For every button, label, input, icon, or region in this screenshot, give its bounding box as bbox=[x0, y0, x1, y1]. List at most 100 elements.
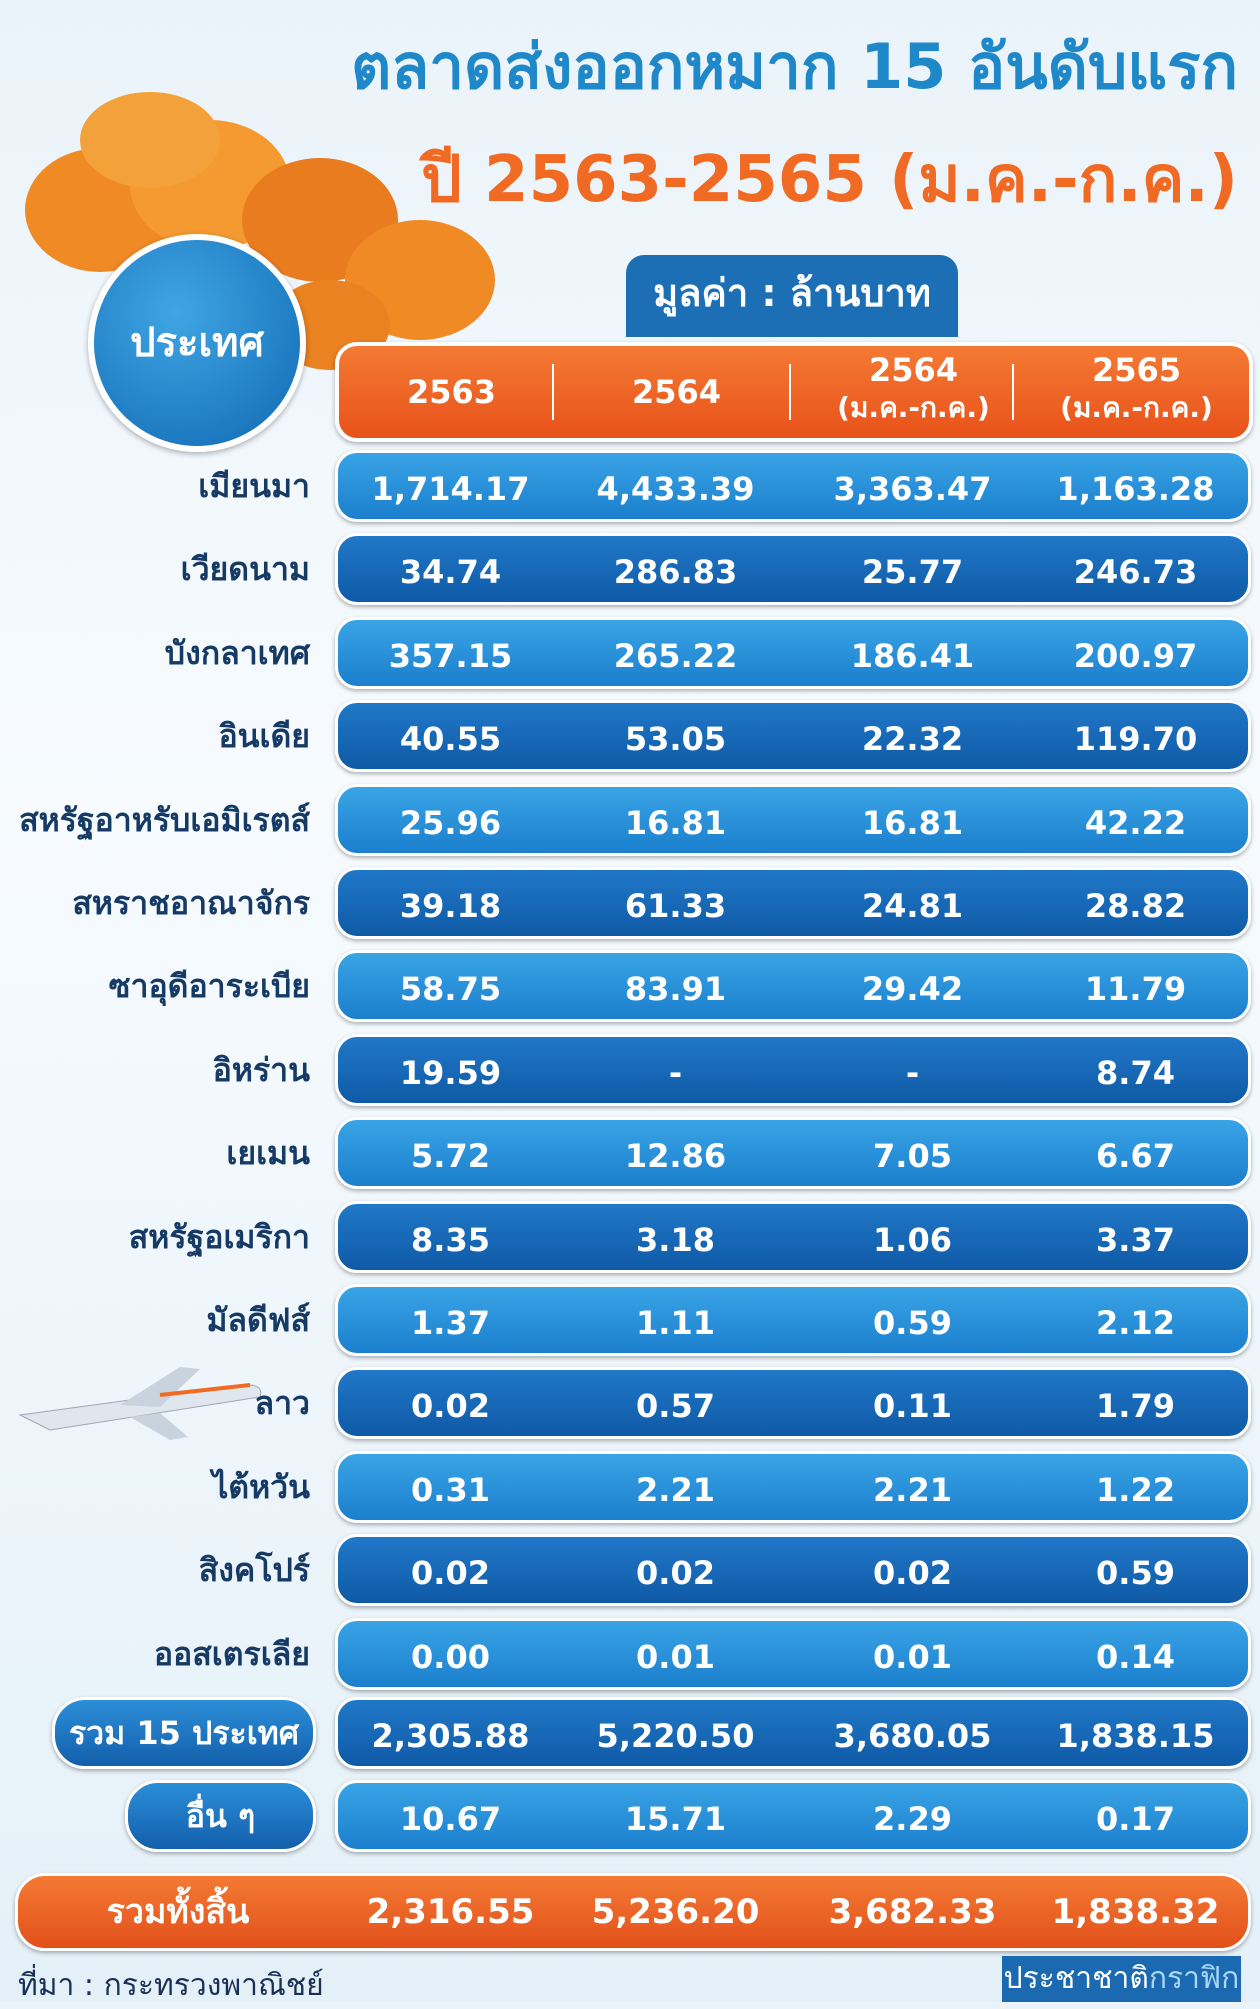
country-label: ไต้หวัน bbox=[212, 1467, 310, 1506]
value-cell: 0.02 bbox=[636, 1554, 715, 1593]
grand-total-label: รวมทั้งสิ้น bbox=[106, 1892, 250, 1932]
value-cell: 0.02 bbox=[411, 1387, 490, 1426]
summary-label: รวม 15 ประเทศ bbox=[52, 1697, 316, 1769]
value-cell: 3.18 bbox=[636, 1220, 715, 1259]
value-cell: 58.75 bbox=[399, 970, 502, 1009]
summary-bar: 10.67 15.71 2.29 0.17 bbox=[335, 1780, 1251, 1852]
value-cell: 16.81 bbox=[861, 803, 964, 842]
row-bar: 0.02 0.57 0.11 1.79 bbox=[335, 1367, 1251, 1440]
row-bar: 5.72 12.86 7.05 6.67 bbox=[335, 1117, 1251, 1190]
summary-label: อื่น ๆ bbox=[125, 1780, 316, 1852]
row-bar: 40.55 53.05 22.32 119.70 bbox=[335, 700, 1251, 773]
subtitle: ปี 2563-2565 (ม.ค.-ก.ค.) bbox=[421, 143, 1238, 217]
row-bar: 39.18 61.33 24.81 28.82 bbox=[335, 867, 1251, 939]
value-cell: 3,682.33 bbox=[828, 1892, 997, 1932]
source: ที่มา : กระทรวงพาณิชย์ bbox=[18, 1968, 324, 2003]
value-cell: 0.02 bbox=[411, 1554, 490, 1593]
value-cell: 5.72 bbox=[411, 1137, 490, 1176]
value-cell: 0.14 bbox=[1096, 1637, 1175, 1676]
value-cell: 2.12 bbox=[1096, 1304, 1175, 1342]
value-cell: 39.18 bbox=[399, 887, 502, 925]
column-year: 2563 bbox=[406, 373, 497, 411]
value-cell: 42.22 bbox=[1084, 803, 1187, 842]
summary-bar: 2,305.88 5,220.50 3,680.05 1,838.15 bbox=[335, 1697, 1251, 1769]
value-cell: 10.67 bbox=[399, 1800, 502, 1838]
value-cell: 2.21 bbox=[873, 1470, 952, 1509]
country-label: สหรัฐอเมริกา bbox=[128, 1217, 310, 1256]
value-cell: 5,220.50 bbox=[596, 1717, 755, 1755]
value-cell: - bbox=[905, 1053, 920, 1092]
value-cell: 2.29 bbox=[873, 1800, 952, 1838]
value-cell: 0.11 bbox=[873, 1387, 952, 1426]
column-year: 2565 bbox=[1091, 351, 1182, 389]
value-cell: 8.74 bbox=[1096, 1053, 1175, 1092]
credit: ประชาชาติกราฟิก bbox=[1002, 1956, 1241, 2002]
credit-part: ประชาชาติ bbox=[1003, 1961, 1149, 1996]
value-cell: 3.37 bbox=[1096, 1220, 1175, 1259]
value-cell: 119.70 bbox=[1073, 720, 1198, 759]
column-note: (ม.ค.-ก.ค.) bbox=[837, 391, 990, 424]
value-cell: 3,363.47 bbox=[833, 470, 992, 508]
value-cell: 265.22 bbox=[613, 636, 738, 675]
divider bbox=[789, 364, 791, 420]
corner-header: ประเทศ bbox=[88, 234, 306, 452]
value-cell: 0.00 bbox=[411, 1637, 490, 1676]
country-label: บังกลาเทศ bbox=[164, 633, 310, 672]
country-label: เมียนมา bbox=[198, 467, 310, 505]
airplane-icon bbox=[18, 1367, 262, 1440]
value-cell: 34.74 bbox=[399, 553, 502, 592]
value-cell: 0.17 bbox=[1096, 1800, 1175, 1838]
country-label: สิงคโปร์ bbox=[198, 1551, 310, 1590]
row-bar: 8.35 3.18 1.06 3.37 bbox=[335, 1200, 1251, 1273]
row-bar: 357.15 265.22 186.41 200.97 bbox=[335, 616, 1251, 689]
country-label: ลาว bbox=[254, 1384, 310, 1423]
value-cell: 12.86 bbox=[624, 1137, 727, 1176]
value-cell: 53.05 bbox=[624, 720, 727, 759]
value-cell: 200.97 bbox=[1073, 636, 1198, 675]
value-cell: 1.11 bbox=[636, 1304, 715, 1342]
value-cell: 2,316.55 bbox=[366, 1892, 535, 1932]
value-cell: 0.59 bbox=[1096, 1554, 1175, 1593]
value-cell: 1,714.17 bbox=[371, 470, 530, 508]
column-year: 2564 bbox=[868, 351, 959, 389]
value-cell: 0.57 bbox=[636, 1387, 715, 1426]
value-cell: 1.79 bbox=[1096, 1387, 1175, 1426]
row-bar: 0.00 0.01 0.01 0.14 bbox=[335, 1617, 1251, 1690]
value-cell: 15.71 bbox=[624, 1800, 727, 1838]
row-bar: 0.31 2.21 2.21 1.22 bbox=[335, 1450, 1251, 1523]
value-cell: 19.59 bbox=[399, 1053, 502, 1092]
value-cell: 40.55 bbox=[399, 720, 502, 759]
unit-tab: มูลค่า : ล้านบาท bbox=[626, 255, 958, 337]
value-cell: 0.02 bbox=[873, 1554, 952, 1593]
value-cell: 83.91 bbox=[624, 970, 727, 1009]
value-cell: 22.32 bbox=[861, 720, 964, 759]
row-bar: 25.96 16.81 16.81 42.22 bbox=[335, 783, 1251, 856]
value-cell: 1,163.28 bbox=[1056, 470, 1215, 508]
credit-part: กราฟิก bbox=[1148, 1961, 1240, 1996]
country-label: ออสเตรเลีย bbox=[153, 1634, 310, 1673]
value-cell: 25.96 bbox=[399, 803, 502, 842]
row-bar: 58.75 83.91 29.42 11.79 bbox=[335, 950, 1251, 1023]
title: ตลาดส่งออกหมาก 15 อันดับแรก bbox=[350, 30, 1238, 103]
value-cell: 357.15 bbox=[388, 636, 513, 675]
value-cell: 16.81 bbox=[624, 803, 727, 842]
value-cell: 4,433.39 bbox=[596, 470, 755, 508]
value-cell: 3,680.05 bbox=[833, 1717, 992, 1755]
country-label: เวียดนาม bbox=[180, 550, 310, 589]
row-bar: 34.74 286.83 25.77 246.73 bbox=[335, 533, 1251, 606]
value-cell: 29.42 bbox=[861, 970, 964, 1009]
value-cell: 0.59 bbox=[873, 1304, 952, 1342]
value-cell: 6.67 bbox=[1096, 1137, 1175, 1176]
value-cell: 1,838.32 bbox=[1051, 1892, 1220, 1932]
value-cell: 24.81 bbox=[861, 887, 964, 925]
country-label: เยเมน bbox=[226, 1134, 310, 1173]
divider bbox=[1012, 364, 1014, 420]
value-cell: 2,305.88 bbox=[371, 1717, 530, 1755]
value-cell: 0.01 bbox=[873, 1637, 952, 1676]
value-cell: 1,838.15 bbox=[1056, 1717, 1215, 1755]
column-year: 2564 bbox=[631, 373, 722, 411]
country-label: อิหร่าน bbox=[212, 1050, 310, 1089]
value-cell: - bbox=[668, 1053, 683, 1092]
value-cell: 7.05 bbox=[873, 1137, 952, 1176]
